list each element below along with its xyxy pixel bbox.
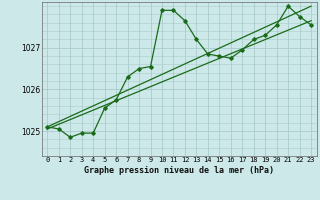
X-axis label: Graphe pression niveau de la mer (hPa): Graphe pression niveau de la mer (hPa) [84,166,274,175]
